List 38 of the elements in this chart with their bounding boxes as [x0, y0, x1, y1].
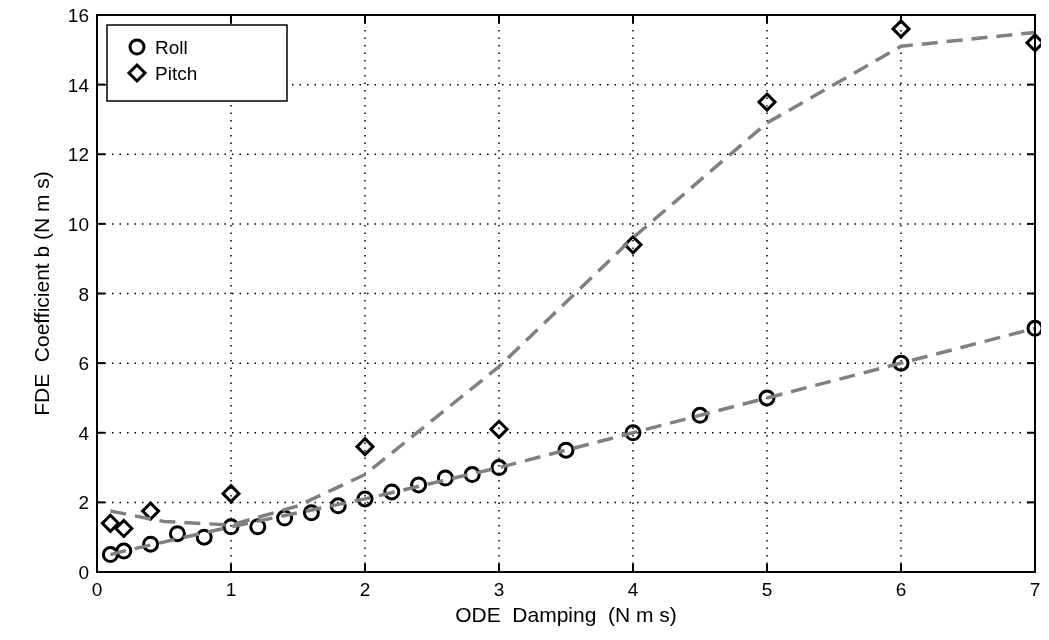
y-tick-label: 8: [78, 283, 89, 305]
y-tick-label: 6: [78, 353, 89, 375]
x-tick-label: 2: [359, 579, 371, 600]
y-tick-label: 0: [78, 562, 89, 583]
point: [221, 484, 241, 504]
x-tick-label: 0: [91, 579, 103, 600]
point: [141, 501, 161, 521]
point: [355, 437, 375, 457]
y-tick-label: 14: [67, 74, 90, 96]
x-tick-label: 7: [1029, 579, 1041, 600]
x-tick-label: 1: [225, 579, 237, 600]
point: [489, 419, 509, 439]
y-tick-label: 12: [67, 144, 89, 166]
y-tick-label: 10: [67, 213, 89, 235]
point: [757, 92, 777, 112]
point: [100, 513, 120, 533]
x-tick-label: 3: [493, 579, 505, 600]
x-axis-title: ODE Damping (N m s): [455, 603, 677, 626]
point: [490, 459, 508, 477]
point: [114, 518, 134, 538]
point: [383, 483, 401, 501]
legend-label: Roll: [155, 37, 188, 58]
point: [892, 354, 910, 372]
point: [356, 490, 374, 508]
y-tick-label: 4: [78, 422, 90, 444]
point: [624, 424, 642, 442]
x-tick-label: 4: [627, 579, 639, 600]
point: [142, 535, 160, 553]
point: [410, 476, 428, 494]
legend-label: Pitch: [155, 63, 198, 84]
x-tick-label: 6: [895, 579, 907, 600]
point: [691, 406, 709, 424]
y-tick-label: 2: [78, 492, 89, 514]
y-tick-label: 16: [67, 5, 89, 26]
point: [557, 441, 575, 459]
y-axis-title: FDE Coefficient b (N m s): [30, 171, 53, 416]
x-tick-label: 5: [761, 579, 773, 600]
point: [891, 19, 911, 39]
